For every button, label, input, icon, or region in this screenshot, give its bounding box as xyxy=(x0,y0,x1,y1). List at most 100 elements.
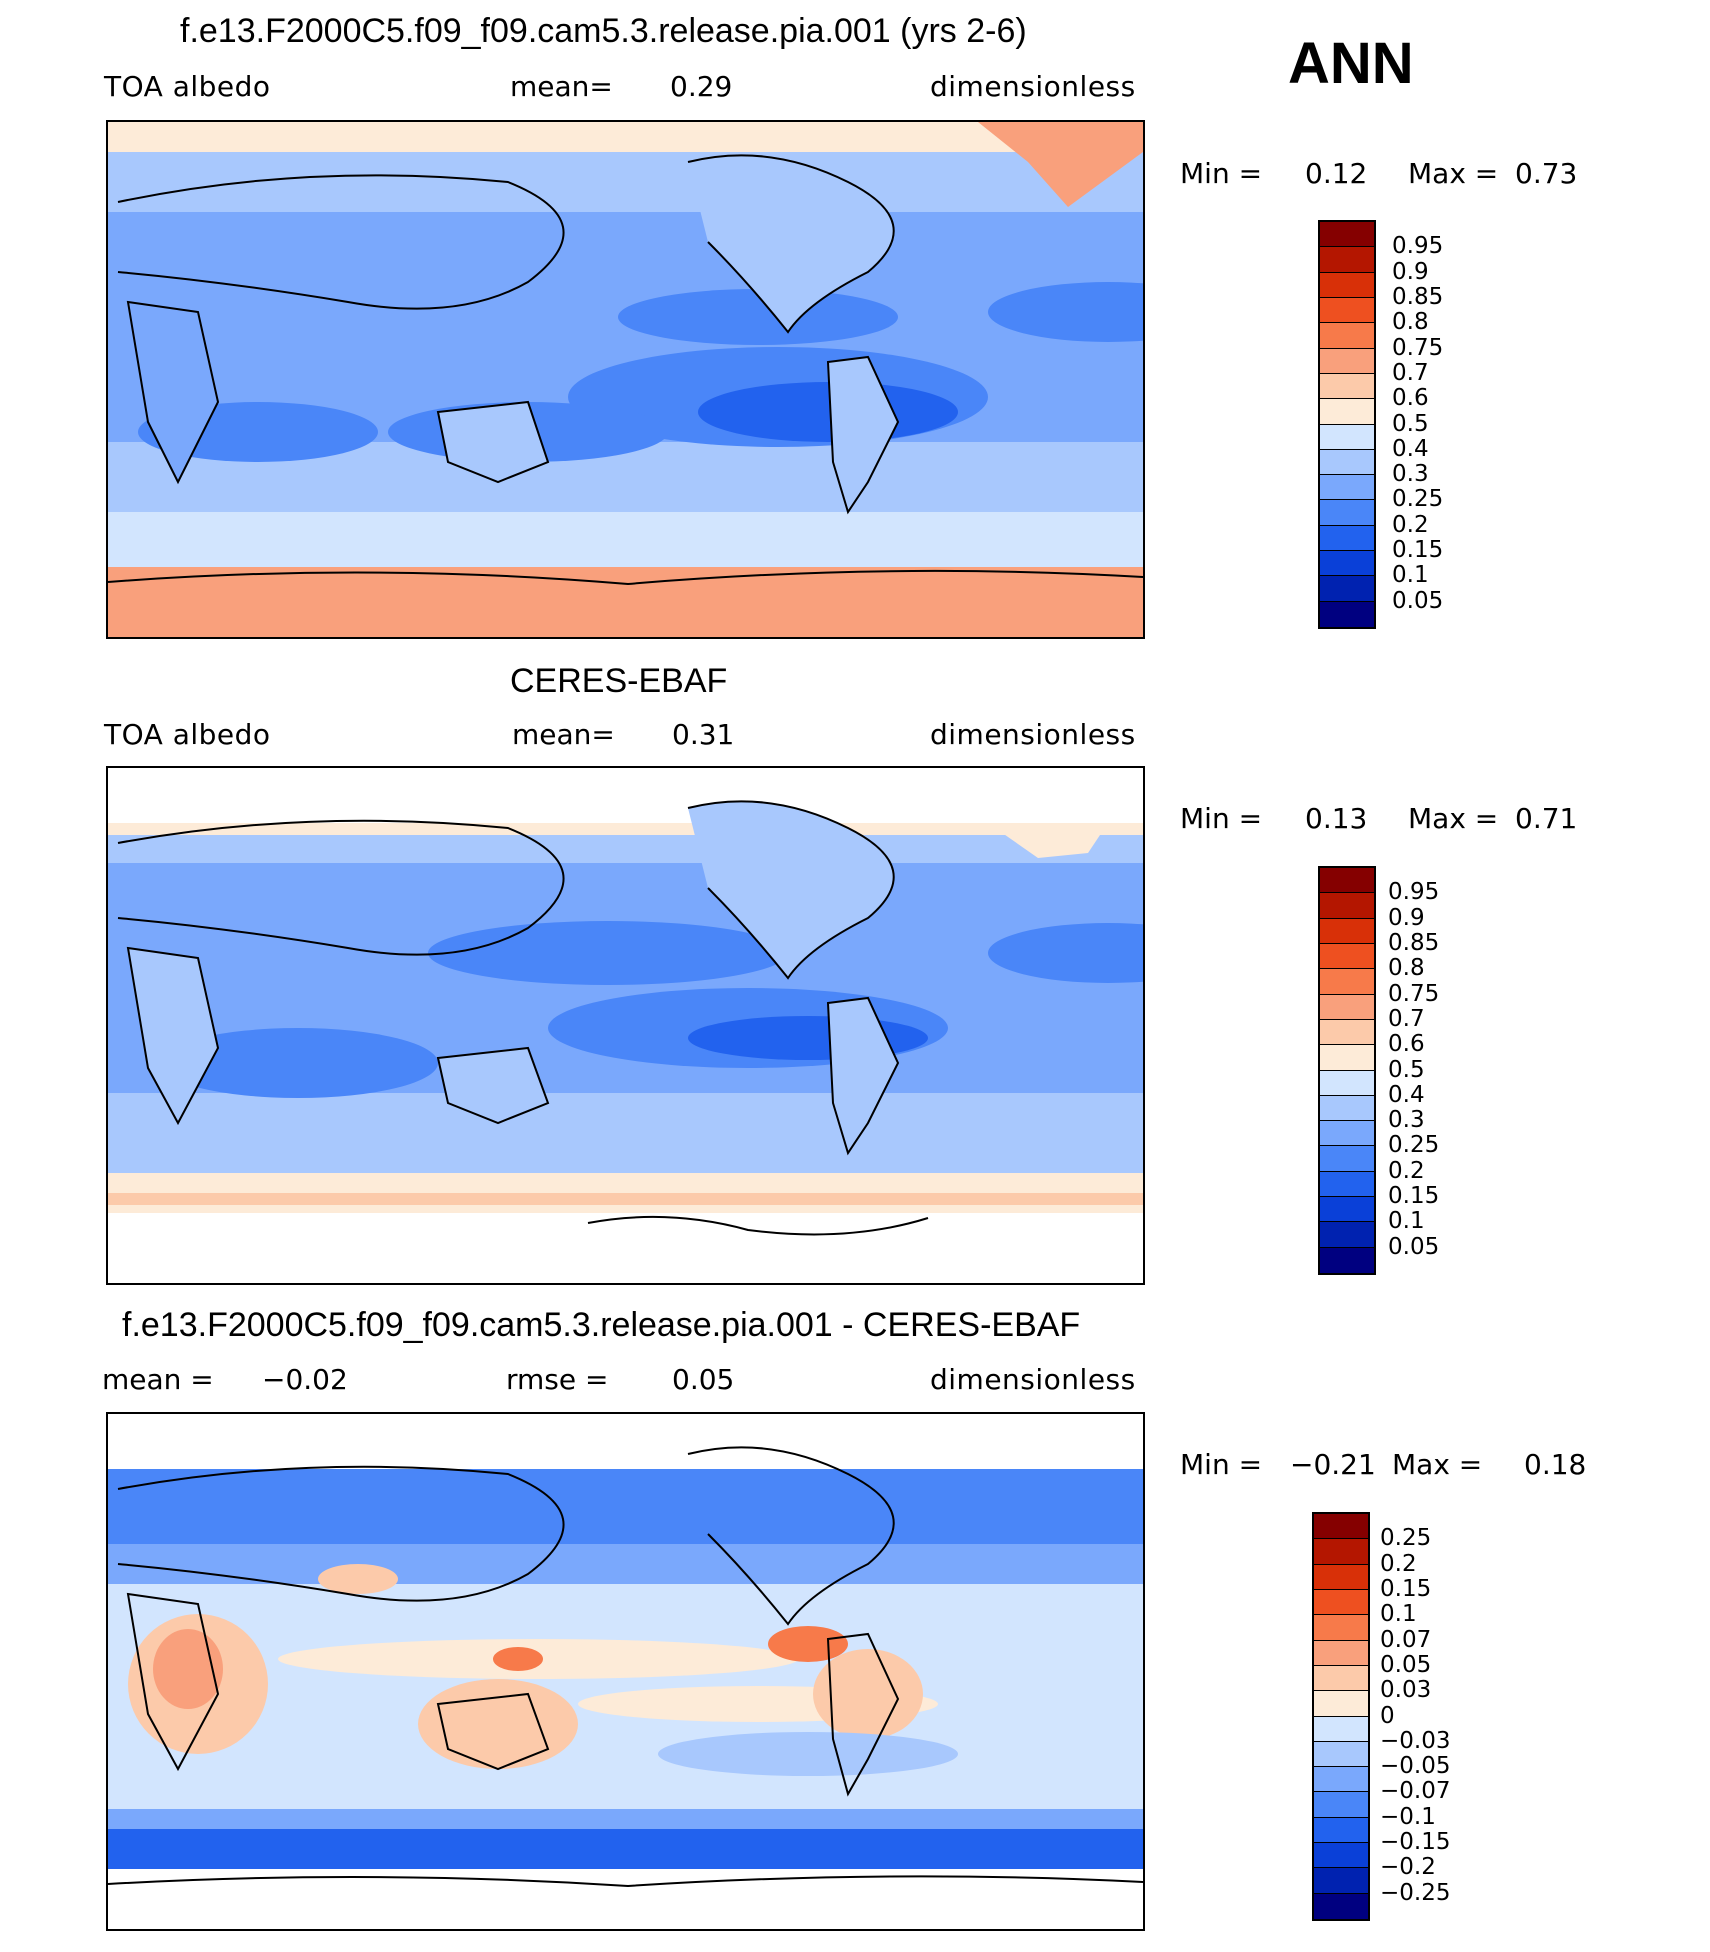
colorbar-label: 0.3 xyxy=(1392,461,1429,488)
colorbar-label: 0.15 xyxy=(1380,1575,1432,1602)
panel1-colorbar xyxy=(1318,220,1376,629)
panel2-max-value: 0.71 xyxy=(1515,802,1578,835)
colorbar-label: 0.2 xyxy=(1388,1157,1425,1184)
colorbar-label: 0.1 xyxy=(1388,1208,1425,1235)
colorbar-segment xyxy=(1314,1539,1368,1565)
colorbar-segment xyxy=(1320,943,1374,970)
colorbar-segment xyxy=(1314,1691,1368,1717)
colorbar-label: 0.03 xyxy=(1380,1677,1432,1704)
colorbar-segment xyxy=(1320,969,1374,995)
colorbar-label: 0.05 xyxy=(1380,1651,1432,1678)
colorbar-segment xyxy=(1320,1197,1374,1223)
panel1-units: dimensionless xyxy=(930,70,1136,103)
colorbar-label: 0.9 xyxy=(1388,904,1425,931)
panel1-min-label: Min = xyxy=(1180,157,1263,190)
colorbar-segment xyxy=(1314,1767,1368,1793)
panel2-max-label: Max = xyxy=(1408,802,1499,835)
colorbar-label: 0.75 xyxy=(1388,980,1440,1007)
colorbar-label: 0.5 xyxy=(1388,1056,1425,1083)
colorbar-segment xyxy=(1320,576,1374,602)
colorbar-segment xyxy=(1320,1019,1374,1046)
panel1-map xyxy=(106,120,1145,639)
colorbar-segment xyxy=(1314,1665,1368,1692)
colorbar-label: 0 xyxy=(1380,1702,1395,1729)
colorbar-segment xyxy=(1320,918,1374,944)
colorbar-segment xyxy=(1320,247,1374,273)
colorbar-label: 0.6 xyxy=(1392,385,1429,412)
colorbar-label: 0.07 xyxy=(1380,1626,1432,1653)
colorbar-label: 0.4 xyxy=(1392,435,1429,462)
colorbar-segment xyxy=(1320,868,1374,894)
colorbar-label: −0.03 xyxy=(1380,1727,1451,1754)
panel2-mean-label: mean= xyxy=(512,718,615,751)
panel3-mean-value: −0.02 xyxy=(262,1363,348,1396)
colorbar-segment xyxy=(1320,1095,1374,1122)
colorbar-segment xyxy=(1314,1868,1368,1894)
colorbar-label: −0.1 xyxy=(1380,1803,1436,1830)
colorbar-label: −0.2 xyxy=(1380,1854,1436,1881)
panel1-max-label: Max = xyxy=(1408,157,1499,190)
colorbar-segment xyxy=(1314,1817,1368,1844)
colorbar-segment xyxy=(1320,373,1374,400)
colorbar-label: 0.2 xyxy=(1380,1550,1417,1577)
colorbar-segment xyxy=(1320,348,1374,374)
colorbar-label: 0.7 xyxy=(1392,359,1429,386)
colorbar-segment xyxy=(1320,1070,1374,1096)
colorbar-segment xyxy=(1320,449,1374,476)
colorbar-segment xyxy=(1320,297,1374,324)
colorbar-label: 0.95 xyxy=(1392,233,1444,260)
panel2-units: dimensionless xyxy=(930,718,1136,751)
colorbar-label: 0.85 xyxy=(1388,929,1440,956)
colorbar-label: 0.95 xyxy=(1388,879,1440,906)
colorbar-label: 0.25 xyxy=(1388,1132,1440,1159)
colorbar-segment xyxy=(1320,1045,1374,1071)
colorbar-label: 0.7 xyxy=(1388,1005,1425,1032)
colorbar-segment xyxy=(1320,323,1374,349)
colorbar-label: 0.15 xyxy=(1388,1183,1440,1210)
panel3-min-value: −0.21 xyxy=(1290,1448,1376,1481)
panel2-field xyxy=(108,768,1143,1283)
colorbar-segment xyxy=(1320,399,1374,425)
panel3-rmse-label: rmse = xyxy=(506,1363,609,1396)
panel2-variable: TOA albedo xyxy=(104,718,271,751)
panel3-field xyxy=(108,1414,1143,1929)
panel2-title: CERES-EBAF xyxy=(510,662,728,700)
panel3-rmse-value: 0.05 xyxy=(672,1363,735,1396)
colorbar-segment xyxy=(1320,994,1374,1020)
colorbar-label: 0.4 xyxy=(1388,1081,1425,1108)
colorbar-segment xyxy=(1320,1171,1374,1198)
panel3-mean-label: mean = xyxy=(102,1363,214,1396)
colorbar-segment xyxy=(1320,1247,1374,1273)
colorbar-label: 0.2 xyxy=(1392,511,1429,538)
panel3-units: dimensionless xyxy=(930,1363,1136,1396)
colorbar-segment xyxy=(1320,272,1374,298)
colorbar-segment xyxy=(1320,500,1374,526)
colorbar-segment xyxy=(1320,475,1374,501)
panel1-variable: TOA albedo xyxy=(104,70,271,103)
panel1-mean-value: 0.29 xyxy=(670,70,733,103)
panel3-title: f.e13.F2000C5.f09_f09.cam5.3.release.pia… xyxy=(122,1306,1081,1344)
panel3-max-label: Max = xyxy=(1392,1448,1483,1481)
colorbar-label: −0.25 xyxy=(1380,1879,1451,1906)
colorbar-segment xyxy=(1314,1514,1368,1540)
colorbar-segment xyxy=(1314,1716,1368,1742)
colorbar-segment xyxy=(1314,1615,1368,1641)
colorbar-label: 0.8 xyxy=(1392,309,1429,336)
colorbar-segment xyxy=(1314,1843,1368,1869)
colorbar-segment xyxy=(1320,893,1374,919)
panel3-min-label: Min = xyxy=(1180,1448,1263,1481)
colorbar-segment xyxy=(1314,1792,1368,1818)
colorbar-label: 0.8 xyxy=(1388,955,1425,982)
colorbar-label: 0.15 xyxy=(1392,537,1444,564)
colorbar-label: −0.07 xyxy=(1380,1778,1451,1805)
panel1-max-value: 0.73 xyxy=(1515,157,1578,190)
colorbar-label: 0.1 xyxy=(1380,1601,1417,1628)
colorbar-segment xyxy=(1314,1640,1368,1666)
colorbar-label: −0.15 xyxy=(1380,1829,1451,1856)
colorbar-segment xyxy=(1320,1121,1374,1147)
colorbar-label: 0.05 xyxy=(1388,1233,1440,1260)
colorbar-segment xyxy=(1320,1222,1374,1248)
colorbar-segment xyxy=(1320,551,1374,577)
colorbar-label: 0.85 xyxy=(1392,283,1444,310)
colorbar-segment xyxy=(1314,1893,1368,1919)
